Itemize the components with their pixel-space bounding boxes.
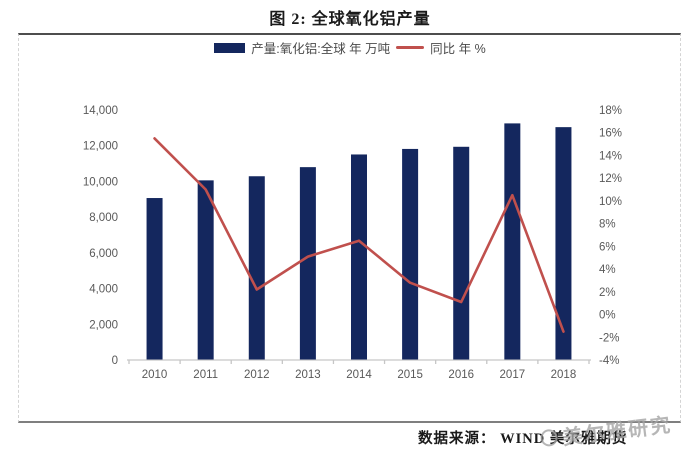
bar-2016 — [453, 146, 470, 360]
y-axis-left-tick-label: 12,000 — [83, 141, 118, 153]
line-series-swatch — [396, 46, 425, 49]
y-axis-right-tick-label: -2% — [599, 332, 619, 344]
y-axis-left-tick-label: 14,000 — [83, 105, 118, 117]
bar-2015 — [402, 148, 419, 360]
y-axis-left-tick-label: 10,000 — [83, 176, 118, 188]
bar-2017 — [504, 123, 521, 360]
y-axis-right-tick-label: 8% — [599, 219, 616, 231]
y-axis-right-tick-label: 14% — [599, 150, 622, 162]
bar-2018 — [555, 127, 572, 360]
bar-2014 — [351, 154, 367, 360]
bar-series-swatch — [214, 42, 246, 53]
y-axis-left-tick-label: 2,000 — [89, 319, 118, 331]
bar-2013 — [299, 167, 316, 360]
y-axis-left-tick-label: 6,000 — [89, 248, 118, 260]
y-axis-left-tick-label: 4,000 — [89, 284, 118, 296]
y-axis-right-tick-label: 4% — [599, 264, 616, 276]
chart-legend: 产量:氧化铝:全球 年 万吨 同比 年 % — [0, 38, 700, 57]
x-axis-category-label: 2013 — [295, 369, 321, 381]
x-axis-category-label: 2015 — [397, 369, 423, 381]
y-axis-right-tick-label: 12% — [599, 173, 622, 185]
figure-title: 图 2: 全球氧化铝产量 — [269, 11, 431, 28]
y-axis-right-tick-label: 10% — [599, 196, 622, 208]
chart-frame — [18, 33, 681, 423]
y-axis-right-tick-label: -4% — [599, 355, 619, 367]
x-axis-category-label: 2014 — [346, 369, 372, 381]
line-series-label: 同比 年 % — [430, 42, 486, 56]
y-axis-left-tick-label: 0 — [112, 355, 118, 367]
y-axis-right-tick-label: 16% — [599, 128, 622, 140]
bar-2011 — [197, 180, 214, 360]
x-axis-category-label: 2016 — [448, 369, 474, 381]
x-axis-category-label: 2010 — [142, 369, 168, 381]
bar-2010 — [146, 198, 163, 360]
bar-2012 — [248, 176, 265, 360]
y-axis-left-tick-label: 8,000 — [89, 212, 118, 224]
data-source: 数据来源： WIND 美尔雅期货 — [418, 431, 628, 447]
x-axis-category-label: 2017 — [500, 369, 526, 381]
bar-series-label: 产量:氧化铝:全球 年 万吨 — [251, 42, 391, 56]
x-axis-category-label: 2018 — [551, 369, 577, 381]
yoy-line — [153, 137, 565, 333]
y-axis-right-tick-label: 0% — [599, 310, 616, 322]
y-axis-right-tick-label: 2% — [599, 287, 616, 299]
y-axis-right-tick-label: 6% — [599, 241, 616, 253]
x-axis-category-label: 2012 — [244, 369, 270, 381]
y-axis-right-tick-label: 18% — [599, 105, 622, 117]
x-axis-category-label: 2011 — [193, 369, 218, 381]
